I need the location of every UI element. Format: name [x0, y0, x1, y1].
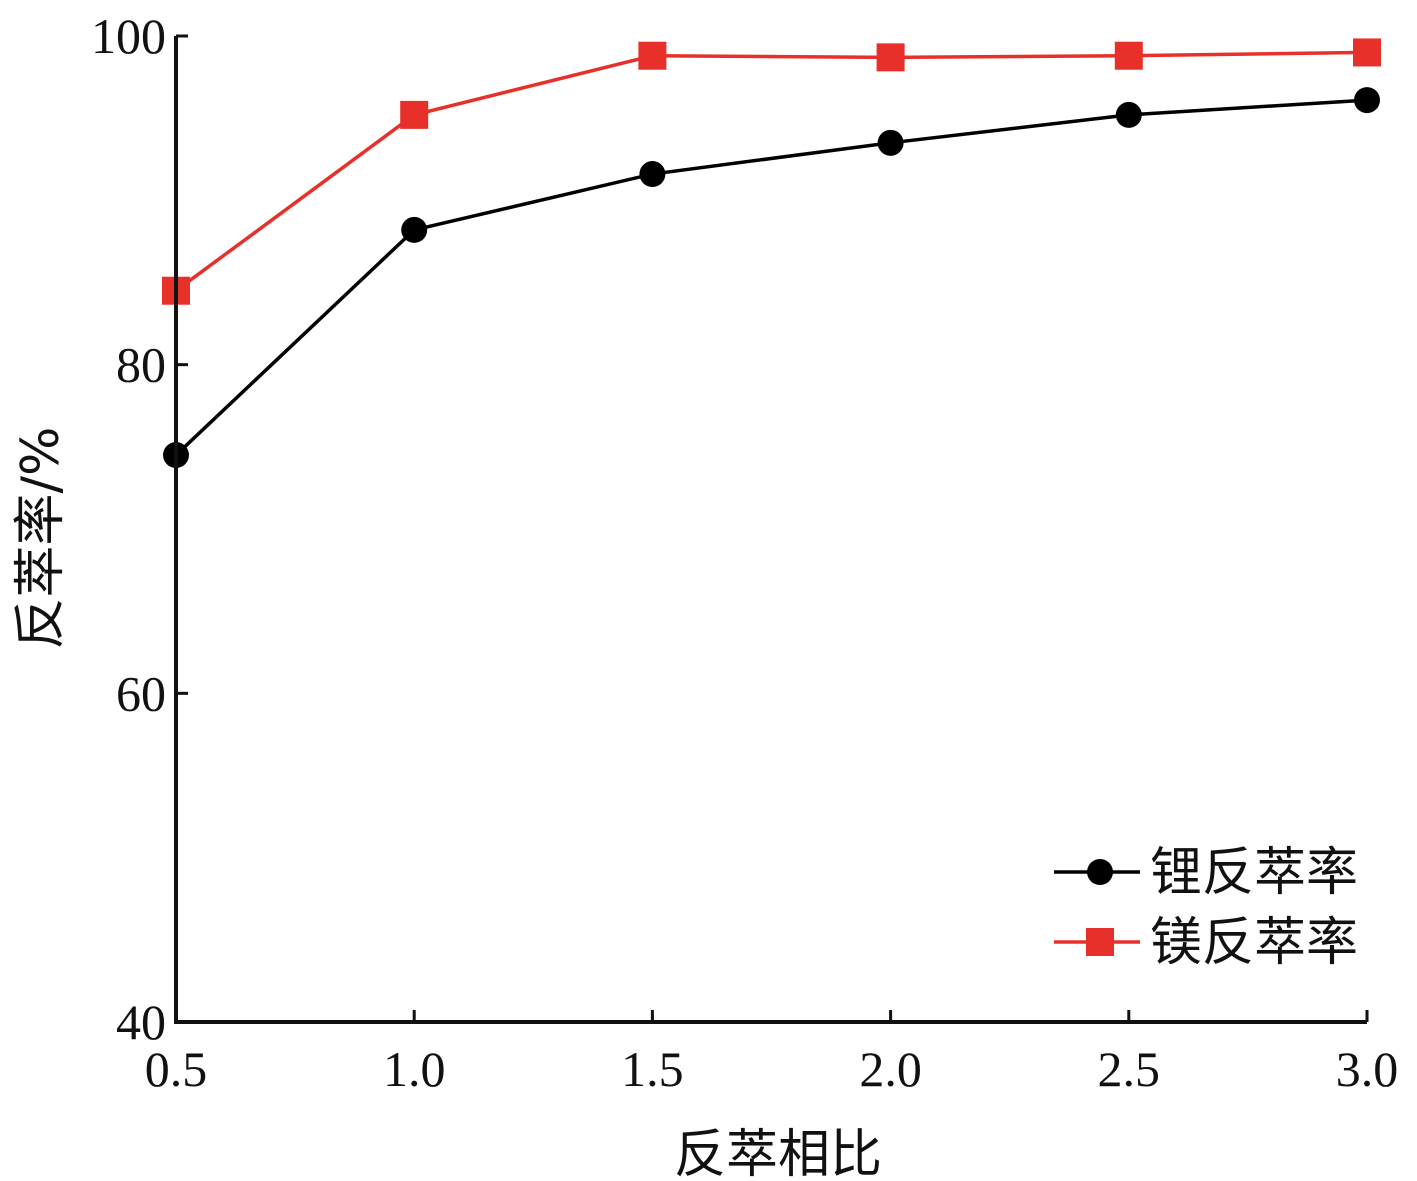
- legend-label: 镁反萃率: [1150, 913, 1358, 973]
- data-point: [1354, 87, 1380, 114]
- x-tick-label: 3.0: [1336, 1041, 1399, 1097]
- data-point: [1115, 101, 1142, 128]
- legend-label: 锂反萃率: [1150, 843, 1358, 903]
- series-line: [174, 98, 1368, 457]
- data-point: [877, 129, 904, 156]
- legend-marker: [1087, 859, 1113, 885]
- x-tick-label: 1.0: [383, 1041, 446, 1097]
- data-point: [876, 43, 905, 72]
- x-tick-label: 2.0: [859, 1041, 922, 1097]
- legend-item-2: 镁反萃率: [1054, 913, 1358, 973]
- ticks: 0.5 1.0 1.5 2.0 2.5 3.0 40 60 80 100: [91, 8, 1398, 1097]
- legend-marker: [1086, 928, 1114, 956]
- y-axis-title: 反萃率/%: [11, 427, 71, 650]
- series-2: [162, 38, 1381, 305]
- axes: [174, 36, 1367, 1024]
- series-line: [174, 50, 1368, 293]
- legend-item-1: 锂反萃率: [1054, 843, 1358, 903]
- y-tick-label: 60: [116, 665, 166, 721]
- y-tick-label: 80: [116, 337, 166, 393]
- series-1: [163, 87, 1380, 469]
- data-point: [401, 216, 428, 243]
- y-tick-label: 100: [91, 8, 166, 64]
- data-point: [400, 100, 429, 129]
- data-point: [638, 41, 667, 70]
- x-tick-label: 1.5: [621, 1041, 684, 1097]
- y-tick-label: 40: [116, 994, 166, 1050]
- data-point: [1353, 38, 1381, 67]
- series-layer: [162, 38, 1381, 469]
- x-tick-label: 0.5: [145, 1041, 208, 1097]
- x-tick-label: 2.5: [1098, 1041, 1161, 1097]
- x-axis-title: 反萃相比: [674, 1125, 882, 1181]
- data-point: [1114, 41, 1143, 70]
- data-point: [639, 161, 666, 188]
